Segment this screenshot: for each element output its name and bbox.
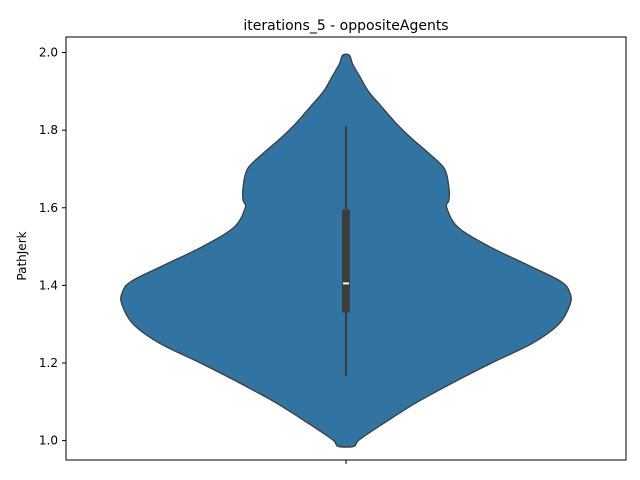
axes: 1.0 1.2 1.4 1.6 1.8 2.0	[39, 36, 627, 464]
y-tick-label: 1.6	[39, 201, 58, 215]
y-tick-label: 1.0	[39, 434, 58, 448]
y-tick-label: 1.2	[39, 356, 58, 370]
y-tick-label: 2.0	[39, 46, 58, 60]
y-axis-label: PathJerk	[15, 231, 29, 280]
y-tick-label: 1.4	[39, 278, 58, 292]
chart-title: iterations_5 - oppositeAgents	[243, 18, 448, 34]
plot-area	[120, 53, 572, 448]
interquartile-box	[342, 209, 350, 313]
y-tick-label: 1.8	[39, 123, 58, 137]
